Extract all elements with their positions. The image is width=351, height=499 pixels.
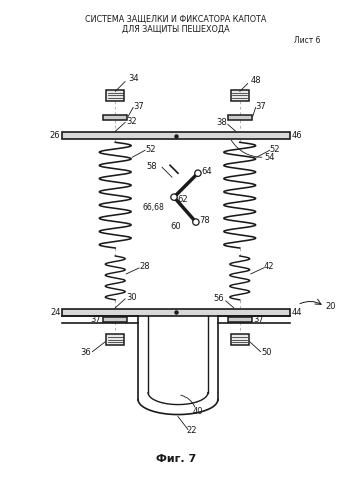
Text: 54: 54: [265, 153, 275, 162]
Text: 48: 48: [251, 76, 261, 85]
Text: ДЛЯ ЗАЩИТЫ ПЕШЕХОДА: ДЛЯ ЗАЩИТЫ ПЕШЕХОДА: [122, 24, 230, 33]
Text: 32: 32: [126, 117, 137, 126]
Text: 78: 78: [199, 216, 210, 225]
Text: 40: 40: [193, 407, 204, 416]
Circle shape: [195, 170, 201, 177]
Text: 60: 60: [170, 222, 181, 231]
Text: 37: 37: [256, 102, 266, 111]
Bar: [62, 309, 290, 316]
Text: Фиг. 7: Фиг. 7: [156, 455, 196, 465]
Text: 24: 24: [50, 308, 60, 317]
Text: 36: 36: [80, 348, 91, 357]
Text: Лист 6: Лист 6: [294, 36, 321, 45]
Text: 56: 56: [214, 294, 225, 303]
Text: 37: 37: [91, 315, 101, 324]
Text: 58: 58: [146, 162, 157, 171]
Circle shape: [193, 219, 199, 225]
Text: 66,68: 66,68: [142, 203, 164, 212]
Bar: [231, 90, 249, 101]
Text: 37: 37: [254, 315, 264, 324]
Text: 50: 50: [261, 348, 272, 357]
Text: 44: 44: [292, 308, 302, 317]
Circle shape: [171, 194, 177, 200]
Text: 42: 42: [264, 262, 274, 271]
Text: 38: 38: [216, 118, 227, 127]
Text: 20: 20: [325, 302, 336, 311]
Text: СИСТЕМА ЗАЩЕЛКИ И ФИКСАТОРА КАПОТА: СИСТЕМА ЗАЩЕЛКИ И ФИКСАТОРА КАПОТА: [85, 14, 267, 23]
Bar: [103, 115, 127, 120]
Bar: [231, 334, 249, 345]
Text: 28: 28: [139, 262, 150, 271]
Text: 52: 52: [270, 145, 280, 154]
Text: 30: 30: [126, 293, 137, 302]
Bar: [106, 334, 124, 345]
Text: 52: 52: [145, 145, 155, 154]
Bar: [228, 317, 252, 322]
Text: 34: 34: [128, 74, 139, 83]
Bar: [103, 317, 127, 322]
Text: 46: 46: [292, 131, 302, 140]
Text: 37: 37: [133, 102, 144, 111]
Text: 62: 62: [177, 195, 188, 204]
Bar: [228, 115, 252, 120]
Text: 64: 64: [201, 167, 212, 176]
Bar: [106, 90, 124, 101]
Text: 22: 22: [186, 426, 197, 435]
Bar: [62, 132, 290, 139]
Text: 26: 26: [50, 131, 60, 140]
